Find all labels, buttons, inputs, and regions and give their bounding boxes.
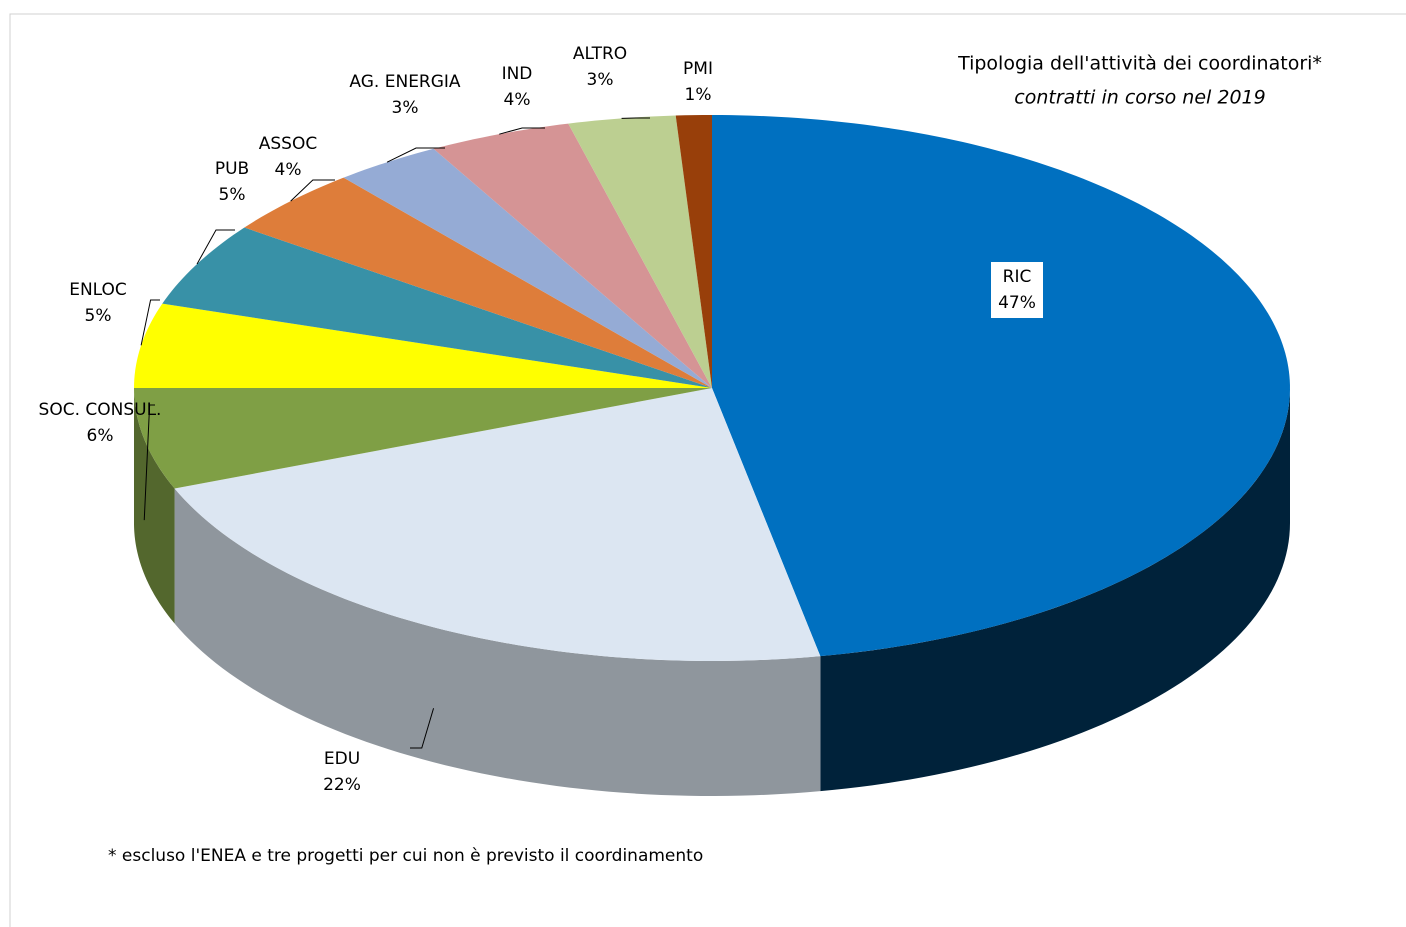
value-label: 1% (685, 85, 712, 105)
category-label: IND (502, 64, 533, 84)
leader-line (143, 404, 155, 521)
slice (244, 177, 712, 388)
category-label: PMI (683, 59, 713, 79)
leader-line (140, 299, 160, 346)
slice (433, 123, 712, 389)
slice (174, 388, 821, 661)
category-label: RIC (1003, 267, 1032, 287)
pie-labels: RIC 47% EDU 22% SOC. CONSUL. 6% ENLOC 5% PUB 5% AS… (39, 44, 1043, 795)
category-label: EDU (324, 749, 360, 769)
category-label: ALTRO (573, 44, 627, 64)
slice (343, 148, 712, 388)
category-label: ENLOC (69, 280, 127, 300)
slice (568, 115, 712, 389)
value-label: 22% (323, 775, 361, 795)
label-box (991, 262, 1043, 318)
leader-line (196, 229, 235, 265)
slice-side (174, 488, 821, 796)
leader-line (386, 147, 445, 163)
value-label: 6% (87, 426, 114, 446)
pie-sides (134, 388, 1290, 796)
category-label: AG. ENERGIA (349, 72, 461, 92)
value-label: 3% (392, 98, 419, 118)
value-label: 4% (275, 160, 302, 180)
slice (134, 303, 712, 388)
chart-note: * escluso l'ENEA e tre progetti per cui … (108, 846, 703, 866)
chart-subtitle: contratti in corso nel 2019 (1014, 87, 1265, 109)
leader-line (499, 127, 545, 135)
category-label: ASSOC (259, 134, 317, 154)
slice (712, 115, 1290, 657)
chart-title: Tipologia dell'attività dei coordinatori… (957, 53, 1322, 75)
pie-tops (134, 115, 1290, 661)
slice (134, 388, 712, 489)
slice (162, 227, 713, 388)
category-label: PUB (215, 159, 249, 179)
slice (675, 115, 712, 388)
leader-line (290, 179, 335, 202)
value-label: 5% (219, 185, 246, 205)
slice-side (820, 388, 1290, 792)
value-label: 47% (998, 293, 1036, 313)
value-label: 3% (587, 70, 614, 90)
value-label: 5% (85, 306, 112, 326)
slice-side (134, 388, 175, 624)
leader-line (410, 708, 435, 749)
category-label: SOC. CONSUL. (39, 400, 162, 420)
chart-frame (9, 13, 1406, 927)
value-label: 4% (504, 90, 531, 110)
